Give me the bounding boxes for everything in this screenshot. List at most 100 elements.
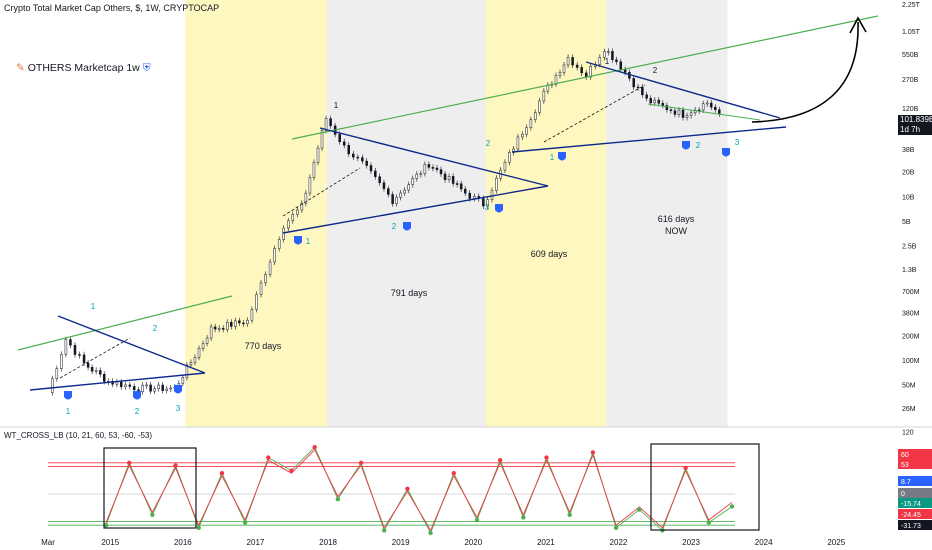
indicator-badge-label: 0 [901,491,905,498]
candle-body [619,61,623,70]
price-axis-tick: 200M [902,333,920,340]
candle-body [473,196,476,199]
annotation-791-days: 791 days [390,288,428,298]
candle-body [98,370,102,375]
price-axis-tick: 1.3B [902,267,917,274]
candle-body [94,370,98,372]
cross-dot [242,520,248,525]
candle-body [161,384,164,391]
candle-body [589,66,592,78]
candle-body [575,64,579,68]
annotation-770-days: 770 days [244,341,282,351]
time-axis-tick: 2023 [682,538,700,547]
candle-body [603,51,606,58]
cross-dot [405,486,410,491]
candle-body [533,112,537,120]
candle-body [399,192,402,198]
candle-body [230,321,233,327]
cross-dot [126,460,132,465]
triangle-line-5 [585,61,781,119]
candle-body [661,103,665,106]
candle-body [516,136,520,150]
candle-body [451,176,455,184]
cross-dot [219,471,225,476]
price-axis-tick: 700M [902,289,920,296]
price-axis-tick: 380M [902,311,920,318]
candle-body [382,182,386,189]
candle-body [250,309,254,321]
wave-label: 1 [306,237,311,246]
triangle-line-3 [319,127,549,187]
candle-body [124,384,127,388]
cross-dot [544,455,549,460]
cross-dot [729,504,735,509]
time-axis-tick: 2025 [827,538,845,547]
wave-label: 1 [550,153,555,162]
candle-body [669,109,673,112]
wave-label: 2 [153,324,158,333]
cross-dot [451,471,456,476]
candle-body [463,188,467,194]
annotation-616-days: 616 days [657,214,695,224]
candle-body [51,378,54,393]
candle-body [636,86,640,89]
candle-body [119,381,123,388]
price-axis-tick: 120B [902,106,919,113]
wave-label: 3 [735,138,740,147]
cross-dot [474,517,480,523]
candle-body [673,110,677,115]
candle-body [141,384,144,392]
candle-body [316,147,320,163]
shield-icon [403,222,411,231]
candle-body [145,384,148,387]
cross-dot [312,445,317,450]
candle-body [189,362,193,366]
candle-body [705,102,709,105]
candle-body [681,109,685,118]
candle-body [459,183,463,190]
dashed-line-3 [543,84,646,143]
time-axis-tick: 2016 [174,538,192,547]
trendline-upper [291,15,879,140]
candle-body [645,94,648,99]
candle-body [259,282,263,295]
wave-label: 1 [334,101,339,110]
dashed-line-1 [59,337,131,379]
candle-body [369,165,373,172]
candle-body [132,386,136,390]
candle-body [632,78,635,88]
price-panel: 1 2 1 2 1 2 1 2 3 1 2 3 1 2 3 [17,15,879,416]
annotation-609-days: 609 days [530,249,568,259]
time-axis-tick: 2024 [755,538,773,547]
price-axis-tick: 2.5B [902,244,917,251]
cross-dot [683,465,688,471]
candle-body [538,100,541,113]
shield-icon [682,141,690,150]
candle-body [611,51,614,60]
candle-body [55,368,59,380]
candle-body [246,319,249,325]
candle-body [242,322,245,325]
cycle-band-3 [485,0,607,427]
candle-body [90,367,94,372]
candle-body [82,354,86,364]
price-axis-tick: 50M [902,383,916,390]
candle-body [431,167,435,169]
candle-body [468,192,471,199]
candle-body [387,188,390,195]
indicator-badge [898,488,932,498]
candle-body [665,105,669,111]
candle-body [566,57,570,66]
candle-body [623,69,627,73]
pencil-icon: ✎ [16,62,25,74]
candle-body [701,103,705,111]
candle-body [149,384,152,392]
candle-body [571,57,574,66]
candle-body [718,109,721,115]
candle-body [197,348,201,358]
indicator-badge-label: 53 [901,462,909,469]
candle-body [115,381,119,385]
candle-body [562,64,566,73]
shield-icon [294,236,302,245]
